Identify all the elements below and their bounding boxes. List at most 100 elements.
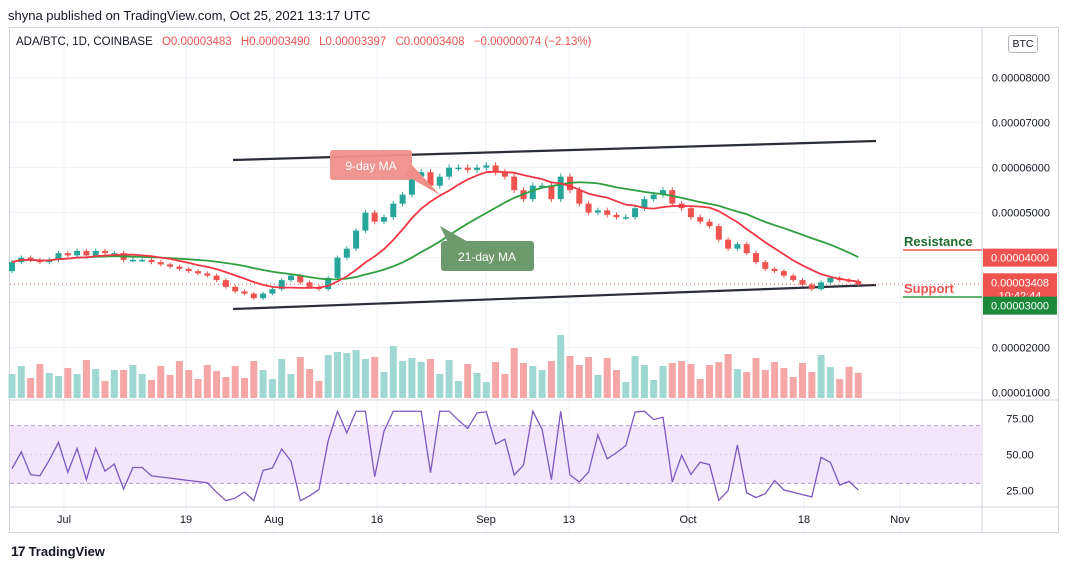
volume-bar xyxy=(55,376,62,398)
time-tick-label: Jul xyxy=(57,514,71,526)
volume-bar xyxy=(445,360,453,398)
volume-bar xyxy=(557,335,565,398)
price-tick-label: 0.00005000 xyxy=(992,208,1050,220)
candle-body xyxy=(381,217,387,222)
candle-body xyxy=(715,226,722,240)
volume-bar xyxy=(352,350,360,398)
volume-bar xyxy=(771,362,779,398)
volume-bar xyxy=(733,369,741,398)
candle-body xyxy=(278,280,285,290)
candle-body xyxy=(539,185,546,188)
last-price-text: 0.00003408 xyxy=(991,277,1049,289)
volume-bar xyxy=(668,363,676,398)
chart-frame[interactable] xyxy=(9,27,1059,533)
change-value: −0.00000074 (−2.13%) xyxy=(473,36,592,48)
high-value: H0.00003490 xyxy=(240,36,310,48)
candle-body xyxy=(334,257,341,278)
volume-bar xyxy=(678,361,686,398)
symbol-label: ADA/BTC, 1D, COINBASE xyxy=(16,36,153,48)
time-tick-label: Nov xyxy=(890,514,910,526)
volume-bar xyxy=(417,362,425,398)
candle-body xyxy=(9,262,15,272)
candle-body xyxy=(204,273,211,276)
candle-body xyxy=(55,253,62,260)
candle-body xyxy=(641,199,648,209)
channel-lower-line xyxy=(232,283,877,311)
tradingview-icon: 17 xyxy=(11,543,26,559)
candle-body xyxy=(176,266,183,269)
candle-body xyxy=(232,286,239,292)
volume-bar xyxy=(175,361,183,398)
volume-bar xyxy=(36,364,44,398)
volume-bar xyxy=(547,361,555,398)
candle-body xyxy=(753,253,759,263)
volume-bar xyxy=(464,364,472,398)
volume-bar xyxy=(836,379,844,398)
candle-body xyxy=(780,271,787,276)
candle-body xyxy=(83,250,90,256)
volume-bar xyxy=(706,365,713,398)
candle-body xyxy=(594,210,601,213)
volume-bar xyxy=(659,366,667,398)
volume-bar xyxy=(501,374,509,398)
volume-bar xyxy=(817,355,825,398)
candle-body xyxy=(855,281,862,285)
volume-bars xyxy=(8,335,862,398)
candle-body xyxy=(418,172,425,177)
currency-badge[interactable]: BTC xyxy=(1008,35,1038,53)
volume-bar xyxy=(520,363,527,398)
candle-body xyxy=(195,271,201,274)
volume-bar xyxy=(129,365,137,398)
volume-bar xyxy=(752,358,760,398)
volume-bar xyxy=(278,359,286,398)
candle-body xyxy=(501,172,508,177)
volume-bar xyxy=(296,357,304,398)
ohlc-legend: ADA/BTC, 1D, COINBASE O0.00003483 H0.000… xyxy=(16,36,597,48)
volume-bar xyxy=(259,370,267,398)
candle-body xyxy=(436,176,443,186)
tradingview-logo[interactable]: 17 TradingView xyxy=(11,543,105,559)
volume-bar xyxy=(715,362,723,398)
candle-body xyxy=(371,212,378,222)
annotations: 9-day MA 21-day MA Resistance Support xyxy=(330,150,982,298)
volume-bar xyxy=(389,346,397,398)
volume-bar xyxy=(157,366,165,398)
volume-bar xyxy=(789,377,797,398)
candle-body xyxy=(771,268,778,272)
candle-body xyxy=(576,190,583,204)
candle-body xyxy=(102,250,108,254)
volume-bar xyxy=(17,366,25,398)
candle-body xyxy=(483,165,490,168)
candle-body xyxy=(213,275,220,281)
channel-upper-line xyxy=(232,139,877,162)
volume-bar xyxy=(213,371,221,398)
candle-body xyxy=(250,293,257,299)
candle-body xyxy=(148,259,155,263)
candle-body xyxy=(743,244,750,254)
candle-body xyxy=(511,176,518,191)
volume-bar xyxy=(64,368,72,398)
volume-bar xyxy=(603,358,611,398)
volume-bar xyxy=(585,357,593,398)
volume-bar xyxy=(473,373,481,398)
volume-bar xyxy=(613,370,620,398)
volume-bar xyxy=(222,377,230,398)
time-tick-label: Oct xyxy=(679,514,696,526)
support-price-marker xyxy=(983,296,1057,315)
ma9-line xyxy=(11,170,859,289)
candle-body xyxy=(725,239,732,249)
support-price-text: 0.00003000 xyxy=(991,301,1049,313)
candle-body xyxy=(808,284,815,290)
open-value: O0.00003483 xyxy=(161,36,232,48)
candle-body xyxy=(622,217,629,219)
volume-bar xyxy=(73,374,81,398)
volume-bar xyxy=(622,382,630,398)
volume-bar xyxy=(510,348,518,398)
volume-bar xyxy=(110,370,118,398)
volume-bar xyxy=(82,360,90,398)
rsi-line xyxy=(11,409,859,502)
candle-body xyxy=(269,289,276,294)
candle-body xyxy=(408,176,415,195)
volume-bar xyxy=(399,361,407,398)
